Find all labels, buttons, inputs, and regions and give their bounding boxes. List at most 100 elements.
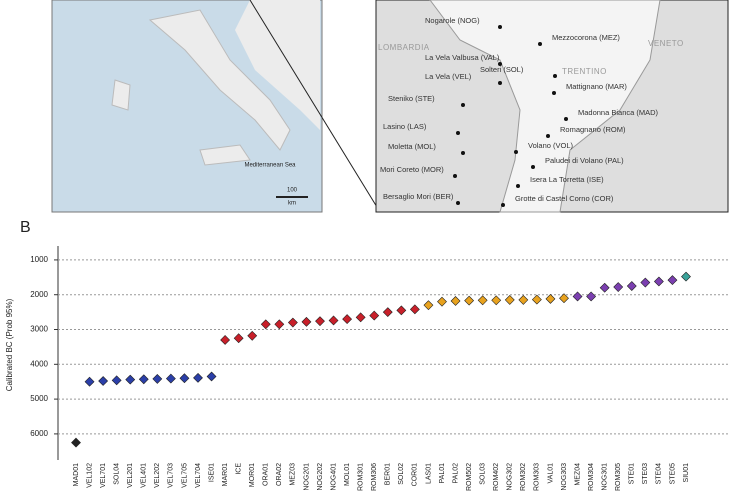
site-dot [498, 62, 502, 66]
diamond-marker [138, 374, 149, 385]
diamond-marker [301, 316, 312, 327]
site-label: Bersaglio Mori (BER) [383, 192, 454, 201]
x-tick-label: MOR01 [249, 463, 256, 487]
diamond-marker [84, 376, 95, 387]
site-dot [564, 117, 568, 121]
diamond-marker [599, 282, 610, 293]
x-tick-label: NOG301 [602, 463, 609, 491]
diamond-marker [586, 291, 597, 302]
diamond-marker [342, 314, 353, 324]
x-tick-label: SOL03 [480, 463, 487, 485]
site-dot [538, 42, 542, 46]
site-dot [546, 134, 550, 138]
y-tick-label: 3000 [30, 325, 48, 334]
x-tick-label: SIU01 [683, 463, 690, 483]
diamond-marker [464, 295, 475, 306]
region-label: VENETO [648, 39, 684, 48]
x-tick-label: PAL02 [452, 463, 459, 484]
x-tick-label: STE05 [669, 463, 676, 485]
site-dot [516, 184, 520, 188]
land [148, 9, 291, 151]
site-label: Nogarole (NOG) [425, 16, 480, 25]
diamond-marker [559, 293, 569, 304]
diamond-marker [491, 295, 502, 306]
site-dot [461, 103, 465, 107]
x-tick-label: NOG401 [330, 463, 337, 491]
diamond-marker [409, 304, 420, 315]
x-tick-label: STE04 [656, 463, 663, 485]
diamond-marker [626, 281, 637, 291]
x-tick-label: MEZ03 [290, 463, 297, 486]
diamond-marker [287, 317, 298, 328]
x-tick-label: VEL704 [195, 463, 202, 488]
site-dot [498, 81, 502, 85]
x-tick-label: ROM301 [358, 463, 365, 491]
site-label: Romagnano (ROM) [560, 125, 626, 134]
diamond-marker [98, 376, 109, 386]
site-label: Solteri (SOL) [480, 65, 524, 74]
x-tick-label: STE01 [629, 463, 636, 485]
diamond-marker [369, 310, 380, 321]
site-label: Moletta (MOL) [388, 142, 436, 151]
land [52, 0, 320, 130]
diamond-marker [233, 333, 244, 344]
diamond-marker [681, 271, 691, 282]
site-dot [552, 91, 556, 95]
y-tick-label: 2000 [30, 290, 48, 299]
diamond-marker [450, 296, 461, 306]
x-tick-label: ISE01 [208, 463, 215, 482]
x-tick-label: ROM402 [493, 463, 500, 491]
site-dot [501, 203, 505, 207]
x-tick-label: ROM306 [371, 463, 378, 491]
x-tick-label: NOG303 [561, 463, 568, 491]
site-dot [456, 131, 460, 135]
diamond-marker [165, 373, 176, 384]
site-dot [553, 74, 557, 78]
diamond-marker [152, 373, 163, 384]
x-tick-label: PAL01 [439, 463, 446, 484]
diamond-marker [545, 293, 556, 304]
site-label: La Vela (VEL) [425, 72, 472, 81]
map-label: km [288, 201, 296, 207]
site-dot [531, 165, 535, 169]
diamond-marker [315, 316, 325, 327]
diamond-marker [396, 305, 407, 316]
diamond-marker [531, 294, 542, 305]
diamond-marker [667, 275, 678, 286]
diamond-marker [653, 276, 664, 287]
site-label: Madonna Bianca (MAD) [578, 108, 659, 117]
zoom-line [249, 0, 381, 213]
site-label: Isera La Torretta (ISE) [530, 175, 604, 184]
site-label: Mori Coreto (MOR) [380, 165, 444, 174]
diamond-marker [71, 437, 81, 448]
x-tick-label: SOL02 [398, 463, 405, 485]
diamond-marker [423, 300, 434, 311]
x-tick-label: VEL705 [181, 463, 188, 488]
y-tick-label: 5000 [30, 394, 48, 403]
x-tick-label: LAS01 [425, 463, 432, 484]
site-dot [461, 151, 465, 155]
site-dot [453, 174, 457, 178]
diamond-marker [382, 307, 393, 318]
map-label: Mediterranean Sea [244, 163, 296, 169]
region-label: LOMBARDIA [378, 43, 430, 52]
site-label: La Vela Valbusa (VAL) [425, 53, 500, 62]
diamond-marker [206, 371, 217, 382]
diamond-marker [179, 373, 190, 384]
diamond-marker [274, 319, 285, 330]
island [111, 79, 251, 166]
diamond-marker [247, 330, 258, 341]
diamond-marker [355, 312, 366, 323]
x-tick-label: MEZ04 [574, 463, 581, 486]
x-tick-label: NOG302 [507, 463, 514, 491]
x-tick-label: MAD01 [73, 463, 80, 486]
y-tick-label: 4000 [30, 359, 48, 368]
diamond-marker [572, 291, 583, 302]
y-tick-label: 6000 [30, 429, 48, 438]
diamond-marker [437, 296, 447, 307]
x-tick-label: BER01 [385, 463, 392, 485]
x-tick-label: STE03 [642, 463, 649, 485]
x-tick-label: ORA02 [276, 463, 283, 486]
site-label: Mattignano (MAR) [566, 82, 627, 91]
x-tick-label: VAL01 [547, 463, 554, 484]
